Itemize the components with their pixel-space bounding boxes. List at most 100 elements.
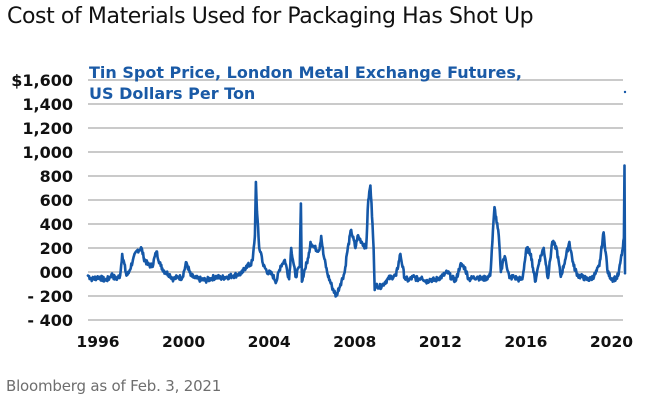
data-point [403,276,406,280]
data-point [302,270,306,274]
source-note: Bloomberg as of Feb. 3, 2021 [6,377,222,395]
data-point [260,252,263,256]
data-point [287,278,291,281]
data-point [155,250,158,253]
data-point [399,252,402,256]
data-point [364,246,368,250]
data-point [619,258,622,262]
data-point [283,258,287,262]
data-point [437,276,441,280]
data-point [617,273,620,276]
data-point [441,274,445,277]
data-point [262,264,265,268]
y-tick-label: 1,200 [22,119,73,138]
data-point [204,279,207,282]
y-tick-label: 1,000 [22,143,73,162]
data-point [168,273,171,276]
data-point [467,278,471,281]
subtitle-line-1: Tin Spot Price, London Metal Exchange Fu… [89,63,522,82]
data-point [270,273,274,276]
data-point [146,263,150,266]
data-point [91,278,94,281]
data-point [606,272,610,275]
data-point [576,274,580,277]
data-point [420,275,423,278]
data-point [585,278,588,281]
data-point [240,272,244,275]
data-point [589,278,592,281]
data-point [593,273,597,276]
data-point [127,272,130,275]
data-point [103,279,107,282]
data-point [602,231,605,234]
data-point [572,264,575,268]
data-point [236,273,239,276]
y-tick-label: 000 [40,263,73,282]
data-point [407,279,411,282]
data-point [232,274,235,277]
data-point [610,278,614,281]
data-point [615,276,618,280]
data-point [255,210,259,214]
data-point [339,282,342,286]
data-point [299,202,303,205]
data-point [294,275,297,278]
y-tick-label: 600 [40,191,73,210]
data-point [508,276,511,280]
data-point [371,222,374,226]
x-tick-label: 2004 [248,333,291,351]
y-tick-label: - 400 [27,311,73,330]
series-layer [86,90,627,298]
data-point [225,275,229,278]
data-point [454,279,458,282]
data-point [516,278,520,281]
data-point [493,206,496,209]
y-tick-label: 200 [40,239,73,258]
data-point [345,252,349,256]
data-point [533,280,537,283]
data-point [512,275,515,278]
data-point [356,234,359,238]
data-point [97,275,100,278]
data-point [446,270,449,274]
x-axis: 1996 2000 2004 2008 2012 2016 2020 [76,333,633,351]
data-point [189,274,192,277]
data-point [142,256,145,259]
data-point [521,278,524,281]
data-point [375,282,379,286]
data-point [159,264,162,268]
data-point [411,275,415,278]
data-point [621,246,625,250]
data-point [459,263,462,266]
y-tick-label: $1,600 [11,71,73,90]
data-point [322,252,325,256]
data-point [163,270,167,274]
data-point [499,270,503,274]
y-axis: $1,600 1,400 1,200 1,000 800 600 400 200 000 - 20… [11,71,73,330]
data-point [313,246,316,250]
data-point [110,273,113,276]
x-tick-label: 2000 [162,333,205,351]
data-point [185,261,188,264]
data-point [538,258,541,262]
data-point [394,274,398,277]
data-point [622,237,626,240]
y-tick-label: 1,400 [22,95,73,114]
data-point [377,286,381,289]
data-point [172,278,175,281]
data-point [150,264,154,268]
data-point [249,263,252,266]
data-point [319,234,323,238]
data-point [433,279,436,282]
gridlines [88,79,623,321]
data-point [581,275,584,278]
y-tick-label: - 200 [27,287,73,306]
data-point [343,270,346,274]
data-point [450,276,453,280]
data-point [219,276,222,280]
data-point [497,234,500,238]
data-point [349,228,353,232]
data-point [525,246,528,250]
data-point [210,276,214,280]
